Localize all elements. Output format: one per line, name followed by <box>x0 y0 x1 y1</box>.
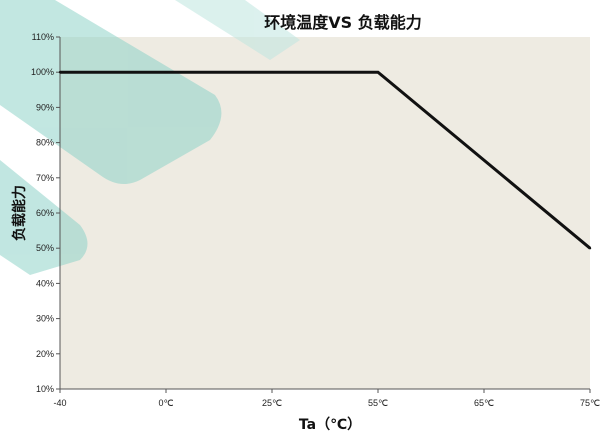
series-point <box>164 71 168 74</box>
y-tick-label: 40% <box>36 278 54 288</box>
y-tick-label: 10% <box>36 384 54 394</box>
x-tick-label: 0℃ <box>158 398 173 408</box>
y-tick-label: 90% <box>36 102 54 112</box>
y-tick-label: 60% <box>36 208 54 218</box>
watermark-stroke-top <box>175 0 300 60</box>
x-tick-label: 25℃ <box>262 398 282 408</box>
x-tick-label: -40 <box>53 398 66 408</box>
watermark-stroke-lower <box>0 160 88 275</box>
series-point <box>376 71 380 74</box>
watermark-stroke-upper <box>0 0 222 184</box>
y-tick-label: 100% <box>31 67 54 77</box>
series-point <box>270 71 274 74</box>
y-tick-label: 30% <box>36 314 54 324</box>
chart-title: 环境温度VS 负载能力 <box>264 13 421 32</box>
y-tick-label: 50% <box>36 243 54 253</box>
series-point <box>588 247 592 250</box>
series-layer <box>58 70 592 250</box>
watermark-logo <box>0 0 300 275</box>
y-tick-label: 70% <box>36 173 54 183</box>
y-tick-label: 20% <box>36 349 54 359</box>
y-tick-label: 110% <box>32 32 54 42</box>
x-tick-label: 65℃ <box>474 398 494 408</box>
x-axis-ticks: -40 0℃ 25℃ 55℃ 65℃ 75℃ <box>53 389 600 408</box>
y-axis-ticks: 10% 20% 30% 40% 50% 60% 70% 80% 90% 100% 110% <box>31 32 60 394</box>
x-axis-title: Ta（℃） <box>299 417 361 433</box>
series-point <box>58 71 62 74</box>
y-axis-title: 负载能力 <box>11 185 28 241</box>
y-tick-label: 80% <box>36 138 54 148</box>
x-tick-label: 55℃ <box>368 398 388 408</box>
x-tick-label: 75℃ <box>580 398 600 408</box>
